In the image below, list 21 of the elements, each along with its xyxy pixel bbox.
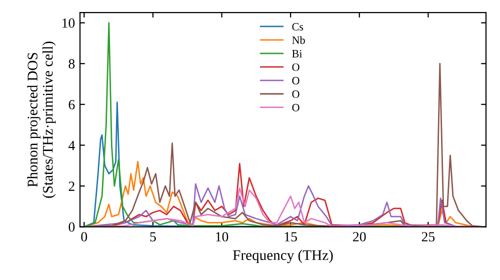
y-tick-label: 4	[68, 140, 75, 150]
y-tick-label: 10	[62, 18, 75, 28]
x-tick-label: 25	[422, 232, 435, 242]
y-tick-label: 0	[68, 222, 75, 232]
x-tick-label: 0	[81, 232, 88, 242]
legend-label: O	[292, 63, 300, 71]
x-tick-label: 15	[284, 232, 297, 242]
y-tick-label: 2	[68, 182, 74, 191]
x-tick-label: 10	[216, 232, 228, 242]
y-tick-label: 6	[68, 100, 75, 110]
x-tick-label: 5	[150, 232, 156, 242]
legend-label: O	[292, 76, 300, 84]
legend-label: O	[292, 104, 300, 112]
legend-label: Bi	[292, 50, 302, 58]
y-axis-title: Phonon projected DOS (States/THz·primitive cell)	[27, 42, 56, 198]
x-axis-title: Frequency (THz)	[233, 250, 333, 264]
x-tick-label: 20	[353, 232, 366, 242]
legend-label: Nb	[292, 36, 305, 44]
y-tick-label: 8	[68, 59, 75, 69]
legend-label: Cs	[292, 23, 304, 30]
legend-label: O	[292, 90, 300, 98]
